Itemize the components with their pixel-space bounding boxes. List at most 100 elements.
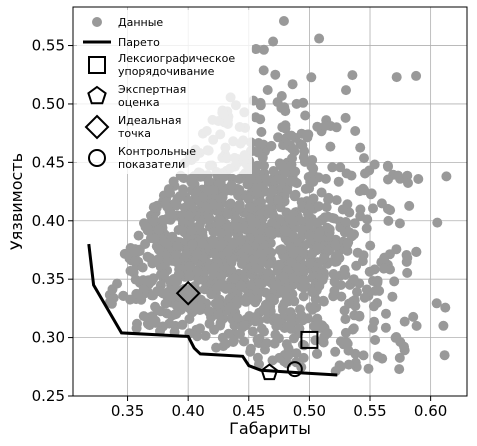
data-point [328,269,339,279]
data-point [171,249,182,260]
data-point [148,202,159,213]
data-point [364,266,375,277]
data-point [381,308,391,319]
data-point [322,222,333,233]
data-point [382,160,393,171]
data-point [162,201,173,212]
data-point [300,110,311,121]
data-point [229,335,239,346]
data-point [340,112,351,123]
data-point [369,159,380,170]
pareto-path [87,243,338,377]
data-point [327,162,338,173]
data-points [104,16,452,377]
data-point [348,323,359,334]
data-point [232,222,243,233]
data-point [172,276,183,287]
data-point [330,239,341,250]
data-point [218,171,229,182]
data-point [383,215,394,226]
data-point [226,180,237,191]
y-tick-label: 0.30 [32,329,65,347]
data-point [304,230,315,241]
data-point [306,72,317,83]
data-point [261,174,272,185]
data-point [159,269,170,280]
data-point [399,316,410,327]
data-point [240,295,251,306]
data-point [106,298,117,309]
data-point [369,316,380,327]
data-point [287,153,297,164]
data-point [112,278,123,289]
legend-label: Экспертная оценка [118,83,186,109]
data-point [411,320,422,331]
data-point [289,191,300,202]
data-point [372,275,383,286]
data-point [171,200,182,211]
data-point [265,227,275,238]
data-point [165,276,175,286]
x-tick-label: 0.45 [232,402,265,420]
data-point [270,329,281,340]
data-point [130,256,141,266]
data-point [372,351,383,362]
data-point [385,205,396,216]
data-point [357,256,368,267]
data-point [320,121,331,131]
data-point [222,209,233,220]
data-point [197,238,208,249]
data-point [172,241,183,251]
data-point [376,198,387,209]
data-point [257,256,268,267]
data-point [335,336,346,347]
data-point [402,170,413,181]
data-point [335,162,346,173]
data-point [245,202,256,213]
data-point [268,36,279,47]
x-tick-label: 0.50 [293,402,326,420]
data-point [192,266,203,277]
data-point [266,140,277,151]
data-point [200,330,211,341]
data-point [358,350,369,361]
x-tick-label: 0.35 [111,402,144,420]
data-point [361,223,372,234]
data-point [278,16,289,27]
data-point [252,334,263,345]
data-point [440,302,451,313]
data-point [133,289,143,300]
data-point [183,195,194,206]
data-point [432,217,443,228]
data-point [243,194,254,204]
data-point [285,140,296,151]
data-point [257,152,268,163]
data-point [157,235,168,246]
data-point [312,348,323,359]
data-point [323,246,334,256]
data-point [340,217,351,227]
ideal-point-marker [175,280,201,306]
data-point [250,217,261,228]
x-axis-label: Габариты [229,419,311,438]
data-point [221,338,231,349]
data-point [208,236,219,247]
data-point [155,261,166,272]
data-point [402,252,413,263]
data-point [256,127,267,137]
legend: Данные Парето Лексиографическое упорядочива… [77,10,252,174]
data-point [298,275,308,286]
data-point [280,120,291,131]
data-point [229,273,240,284]
data-point [217,192,228,203]
x-tick-label: 0.60 [414,402,447,420]
legend-box [77,10,252,174]
data-point [242,243,252,254]
data-point [312,121,323,132]
data-point [387,291,398,302]
data-point [153,244,164,255]
data-point [394,218,405,229]
data-point [150,317,161,328]
data-point [343,345,354,356]
data-point [198,192,208,203]
